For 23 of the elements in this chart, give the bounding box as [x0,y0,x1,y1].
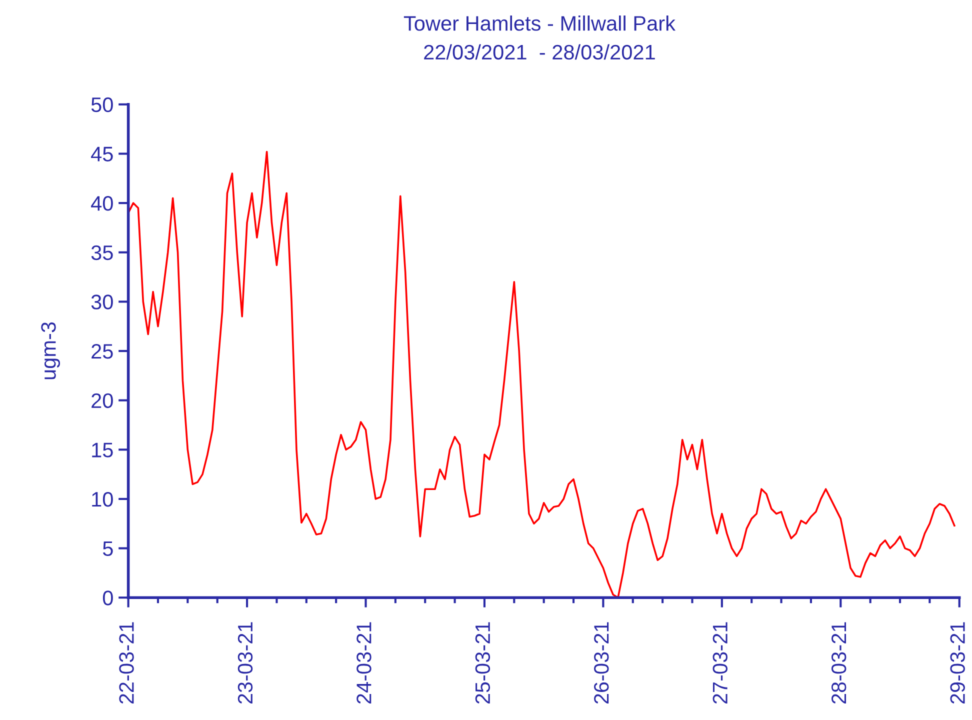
line-series [128,150,956,598]
y-tick-label: 40 [91,196,113,211]
y-tick-label: 25 [92,344,113,359]
y-tick-label: 45 [91,146,113,162]
y-tick-label: 30 [91,294,113,310]
y-axis-title: ugm-3 [41,322,60,380]
x-tick-label: 26-03-21 [594,622,609,704]
x-tick-label: 25-03-21 [475,622,490,704]
x-tick-label: 27-03-21 [712,622,728,704]
x-tick-label: 28-03-21 [831,622,846,704]
y-tick-label: 0 [102,590,113,606]
x-tick-label: 29-03-21 [950,622,965,704]
chart-title: Tower Hamlets - Millwall Park [404,15,676,31]
y-tick-label: 5 [102,541,113,556]
chart-subtitle: 22/03/2021 - 28/03/2021 [424,44,655,60]
y-tick-label: 20 [92,393,113,408]
y-tick-label: 10 [92,492,113,507]
y-tick-label: 50 [91,97,113,112]
x-tick-label: 24-03-21 [356,622,372,704]
x-tick-label: 23-03-21 [238,622,253,704]
y-tick-label: 15 [92,442,113,458]
x-tick-label: 22-03-21 [119,622,134,704]
y-tick-label: 35 [91,245,113,260]
